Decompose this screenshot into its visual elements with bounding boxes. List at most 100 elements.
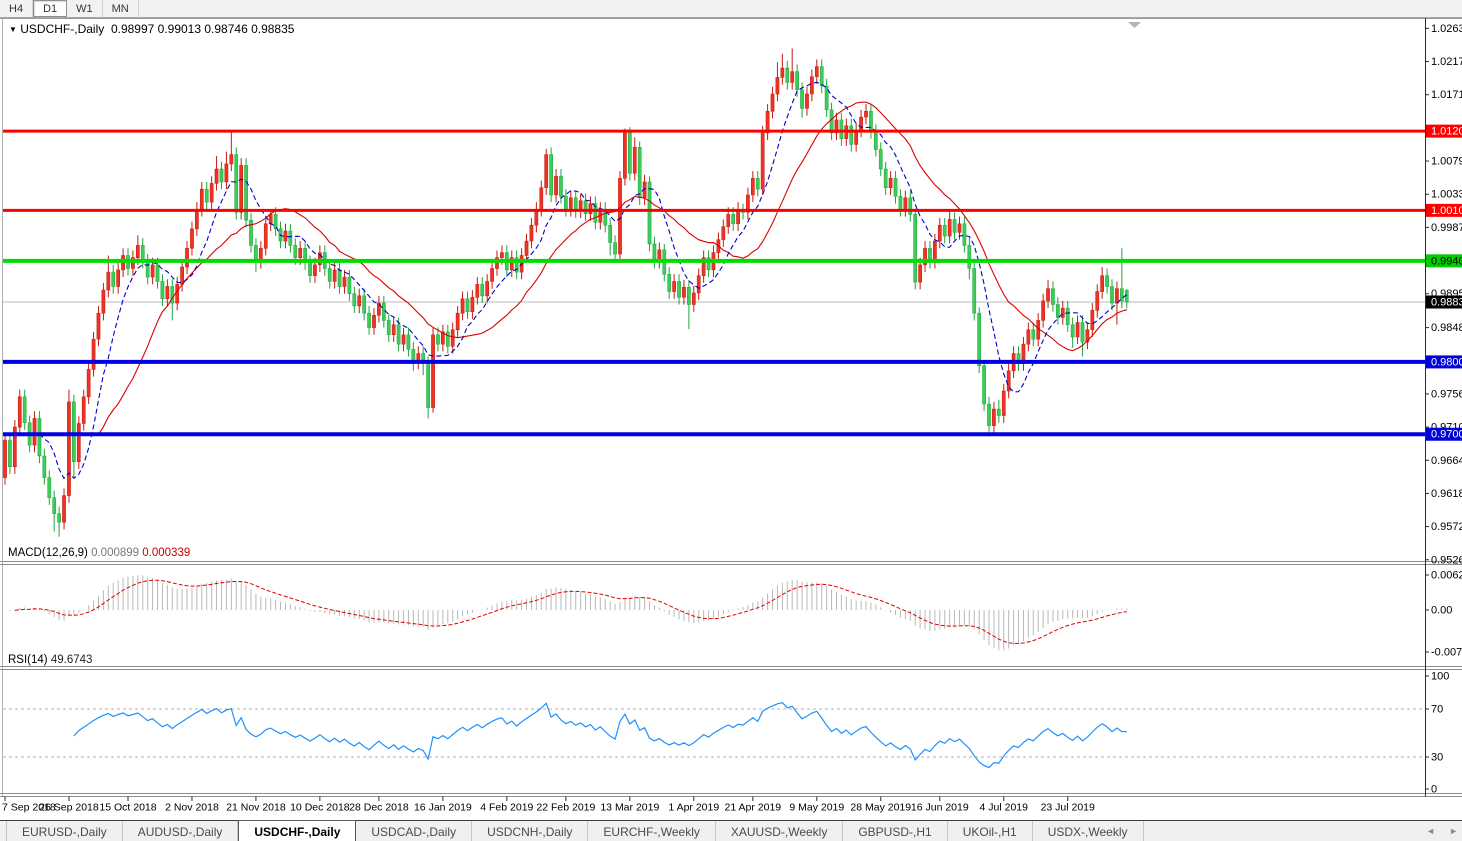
rsi-name: RSI(14)	[8, 654, 48, 666]
candle-body	[839, 119, 844, 139]
price-badge-label: 1.00106	[1431, 205, 1462, 217]
candle-body	[903, 197, 908, 210]
candle-body	[377, 302, 381, 316]
candle-body	[47, 477, 52, 499]
price-badge	[1426, 427, 1462, 441]
candle-body	[696, 275, 701, 294]
date-tick-label: 13 Mar 2019	[600, 802, 659, 814]
candle-body	[1119, 288, 1124, 302]
symbol-dropdown-icon[interactable]: ▼	[9, 25, 17, 34]
chart-tab-usdcnh[interactable]: USDCNH-,Daily	[472, 821, 589, 841]
chart-tab-usdcad[interactable]: USDCAD-,Daily	[356, 821, 473, 841]
candle-body	[790, 71, 795, 83]
candle-body	[977, 312, 982, 367]
chart-shift-marker-icon[interactable]	[1128, 22, 1141, 28]
timeframe-button-h4[interactable]: H4	[0, 0, 34, 17]
candle-body	[62, 495, 66, 523]
price-badge	[1426, 355, 1462, 369]
candle-body	[106, 271, 111, 291]
candle-body	[952, 219, 957, 233]
macd-tick-label: 0.006286	[1431, 570, 1462, 582]
candle-body	[293, 245, 298, 258]
chart-tab-ukoil[interactable]: UKOil-,H1	[948, 821, 1033, 841]
candle-body	[190, 228, 194, 249]
price-badge-label: 0.98835	[1431, 297, 1462, 309]
candle-body	[514, 257, 519, 273]
chart-tab-usdchf[interactable]: USDCHF-,Daily	[238, 820, 357, 841]
chart-tab-eurchf[interactable]: EURCHF-,Weekly	[588, 821, 716, 841]
price-badge-label: 0.99406	[1431, 255, 1462, 267]
candle-body	[1100, 275, 1105, 292]
candle-body	[864, 111, 868, 118]
candle-body	[214, 168, 219, 184]
candle-body	[145, 261, 150, 278]
candle-body	[701, 257, 706, 276]
timeframe-button-mn[interactable]: MN	[103, 0, 139, 17]
candle-body	[1060, 307, 1065, 318]
candle-body	[957, 223, 962, 233]
candle-body	[613, 242, 617, 255]
candle-body	[160, 281, 165, 300]
macd-signal-value: 0.000339	[142, 547, 191, 559]
chart-tab-gbpusd[interactable]: GBPUSD-,H1	[843, 821, 948, 841]
price-tick-label: 0.95260	[1431, 554, 1462, 566]
candle-body	[170, 286, 175, 304]
candle-body	[765, 111, 770, 134]
date-tick-label: 21 Apr 2019	[725, 802, 782, 814]
chart-tab-xauusd[interactable]: XAUUSD-,Weekly	[716, 821, 844, 841]
candle-body	[298, 248, 303, 258]
price-badge-label: 0.98004	[1431, 356, 1462, 368]
candle-body	[637, 147, 642, 199]
candle-body	[942, 224, 947, 237]
candle-body	[1075, 322, 1080, 338]
candle-body	[627, 132, 632, 174]
candle-body	[195, 209, 199, 230]
chart-tab-eurusd[interactable]: EURUSD-,Daily	[6, 821, 123, 841]
macd-indicator-label: MACD(12,26,9) 0.000899 0.000339	[8, 547, 190, 559]
candle-body	[539, 187, 544, 210]
candle-body	[996, 408, 1001, 416]
chart-tab-usdx[interactable]: USDX-,Weekly	[1033, 821, 1144, 841]
candle-body	[347, 276, 352, 294]
chart-tab-audusd[interactable]: AUDUSD-,Daily	[123, 821, 239, 841]
chart-ohlc-values: 0.98997 0.99013 0.98746 0.98835	[110, 22, 295, 36]
candle-body	[706, 257, 711, 271]
candle-body	[775, 77, 780, 95]
candle-body	[135, 245, 140, 258]
candle-body	[755, 178, 760, 190]
candle-body	[814, 66, 819, 77]
candle-body	[1041, 300, 1045, 321]
price-badge	[1426, 295, 1462, 309]
tab-scroll-left-icon[interactable]: ◄	[1426, 825, 1436, 836]
candle-body	[268, 214, 273, 225]
date-tick-label: 22 Feb 2019	[536, 802, 595, 814]
candle-body	[234, 154, 239, 213]
candle-body	[554, 175, 558, 196]
candle-body	[731, 214, 736, 225]
date-tick-label: 28 May 2019	[850, 802, 911, 814]
candle-body	[313, 264, 317, 276]
candle-body	[987, 403, 991, 426]
candle-body	[91, 338, 96, 370]
candle-body	[155, 264, 160, 282]
candle-body	[873, 131, 878, 150]
timeframe-button-w1[interactable]: W1	[67, 0, 103, 17]
timeframe-button-d1[interactable]: D1	[33, 0, 68, 17]
date-tick-label: 9 May 2019	[789, 802, 844, 814]
price-tick-label: 1.02170	[1431, 56, 1462, 68]
candle-body	[244, 165, 248, 221]
candle-body	[1115, 288, 1119, 304]
candle-body	[475, 284, 480, 298]
price-tick-label: 1.01710	[1431, 89, 1462, 101]
candle-body	[67, 401, 71, 496]
candle-body	[682, 286, 686, 298]
candle-body	[381, 302, 386, 321]
macd-signal-line	[14, 579, 1127, 645]
candle-body	[180, 266, 184, 285]
tab-scroll-right-icon[interactable]: ►	[1449, 825, 1458, 836]
date-tick-label: 4 Feb 2019	[480, 802, 533, 814]
candle-body	[431, 334, 435, 408]
